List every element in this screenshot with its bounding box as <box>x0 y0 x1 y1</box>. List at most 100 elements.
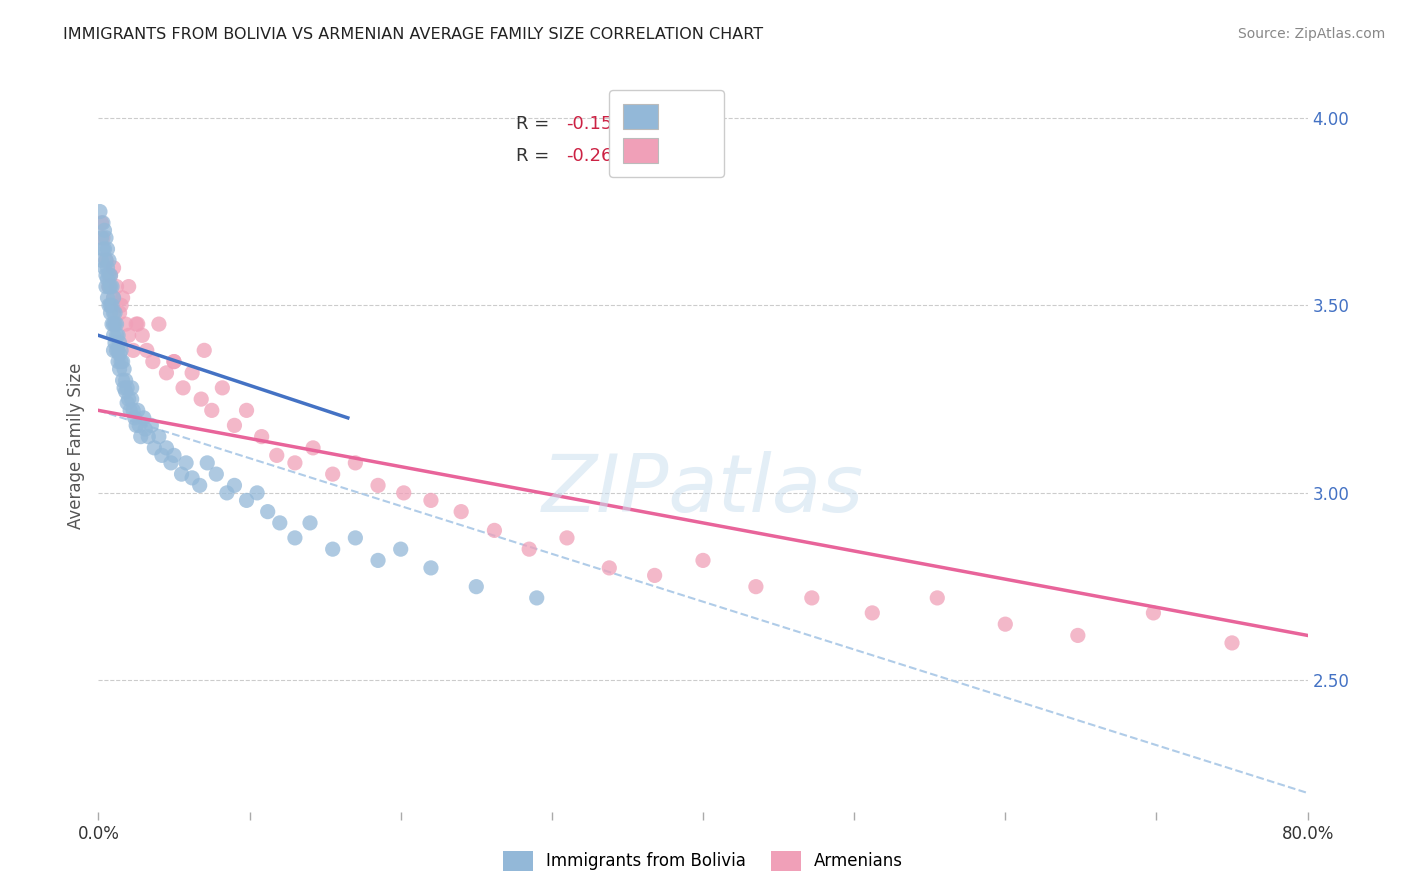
Point <box>127 403 149 417</box>
Point <box>170 467 193 482</box>
Point <box>195 456 218 470</box>
Point <box>103 291 125 305</box>
Point <box>127 317 149 331</box>
Point <box>105 279 128 293</box>
Point <box>555 531 578 545</box>
Point <box>517 542 540 557</box>
Point <box>104 317 127 331</box>
Point <box>269 516 291 530</box>
Point <box>111 291 134 305</box>
Point <box>1220 636 1243 650</box>
Point <box>89 204 111 219</box>
Point <box>148 429 170 443</box>
Point <box>96 260 118 275</box>
Point <box>235 493 257 508</box>
Point <box>96 291 118 305</box>
Point <box>98 279 121 293</box>
Point <box>692 553 714 567</box>
Point <box>181 471 204 485</box>
Point <box>224 418 246 433</box>
Text: N =: N = <box>643 115 695 133</box>
Point <box>91 216 114 230</box>
Point <box>150 449 173 463</box>
Point <box>163 354 186 368</box>
Point <box>108 362 131 376</box>
Point <box>96 272 118 286</box>
Point <box>100 268 122 283</box>
Point <box>188 478 211 492</box>
Point <box>98 253 121 268</box>
Point <box>100 268 122 283</box>
Text: -0.152: -0.152 <box>567 115 624 133</box>
Point <box>108 335 131 350</box>
Point <box>598 561 620 575</box>
Point <box>142 354 165 368</box>
Point <box>118 328 141 343</box>
Point <box>135 343 157 358</box>
Text: R =: R = <box>516 146 554 165</box>
Point <box>174 456 197 470</box>
Point <box>322 467 344 482</box>
Point <box>115 381 138 395</box>
Point <box>148 317 170 331</box>
Point <box>484 524 506 538</box>
Text: N =: N = <box>643 146 695 165</box>
Point <box>112 362 135 376</box>
Point <box>344 531 367 545</box>
Point <box>107 354 129 368</box>
Point <box>124 410 146 425</box>
Point <box>114 384 136 399</box>
Point <box>322 542 344 557</box>
Point <box>104 335 127 350</box>
Point <box>118 279 141 293</box>
Point <box>211 381 233 395</box>
Point <box>118 392 141 406</box>
Point <box>121 392 143 406</box>
Point <box>128 418 150 433</box>
Point <box>122 403 145 417</box>
Legend:       ,       : , <box>609 90 724 177</box>
Point <box>927 591 949 605</box>
Point <box>108 306 131 320</box>
Point <box>103 306 125 320</box>
Point <box>160 456 183 470</box>
Point <box>120 403 142 417</box>
Point <box>367 478 389 492</box>
Point <box>94 268 117 283</box>
Point <box>302 441 325 455</box>
Point <box>101 279 124 293</box>
Text: -0.265: -0.265 <box>567 146 624 165</box>
Point <box>98 298 121 312</box>
Point <box>256 505 278 519</box>
Point <box>155 441 177 455</box>
Point <box>136 429 159 443</box>
Point <box>121 381 143 395</box>
Point <box>125 418 148 433</box>
Point <box>90 231 112 245</box>
Point <box>1067 628 1090 642</box>
Point <box>115 396 138 410</box>
Point <box>110 354 132 368</box>
Point <box>122 343 145 358</box>
Point <box>94 253 117 268</box>
Point <box>91 231 114 245</box>
Point <box>392 486 415 500</box>
Point <box>100 306 122 320</box>
Point <box>1142 606 1164 620</box>
Point <box>190 392 212 406</box>
Point <box>100 279 122 293</box>
Point <box>450 505 472 519</box>
Point <box>193 343 215 358</box>
Point <box>110 343 132 358</box>
Text: 95: 95 <box>693 115 718 133</box>
Point <box>420 493 443 508</box>
Point <box>111 354 134 368</box>
Point <box>224 478 246 492</box>
Point <box>96 242 118 256</box>
Point <box>344 456 367 470</box>
Point <box>800 591 823 605</box>
Point <box>163 354 186 368</box>
Point <box>104 306 127 320</box>
Text: 56: 56 <box>693 146 718 165</box>
Point <box>93 242 115 256</box>
